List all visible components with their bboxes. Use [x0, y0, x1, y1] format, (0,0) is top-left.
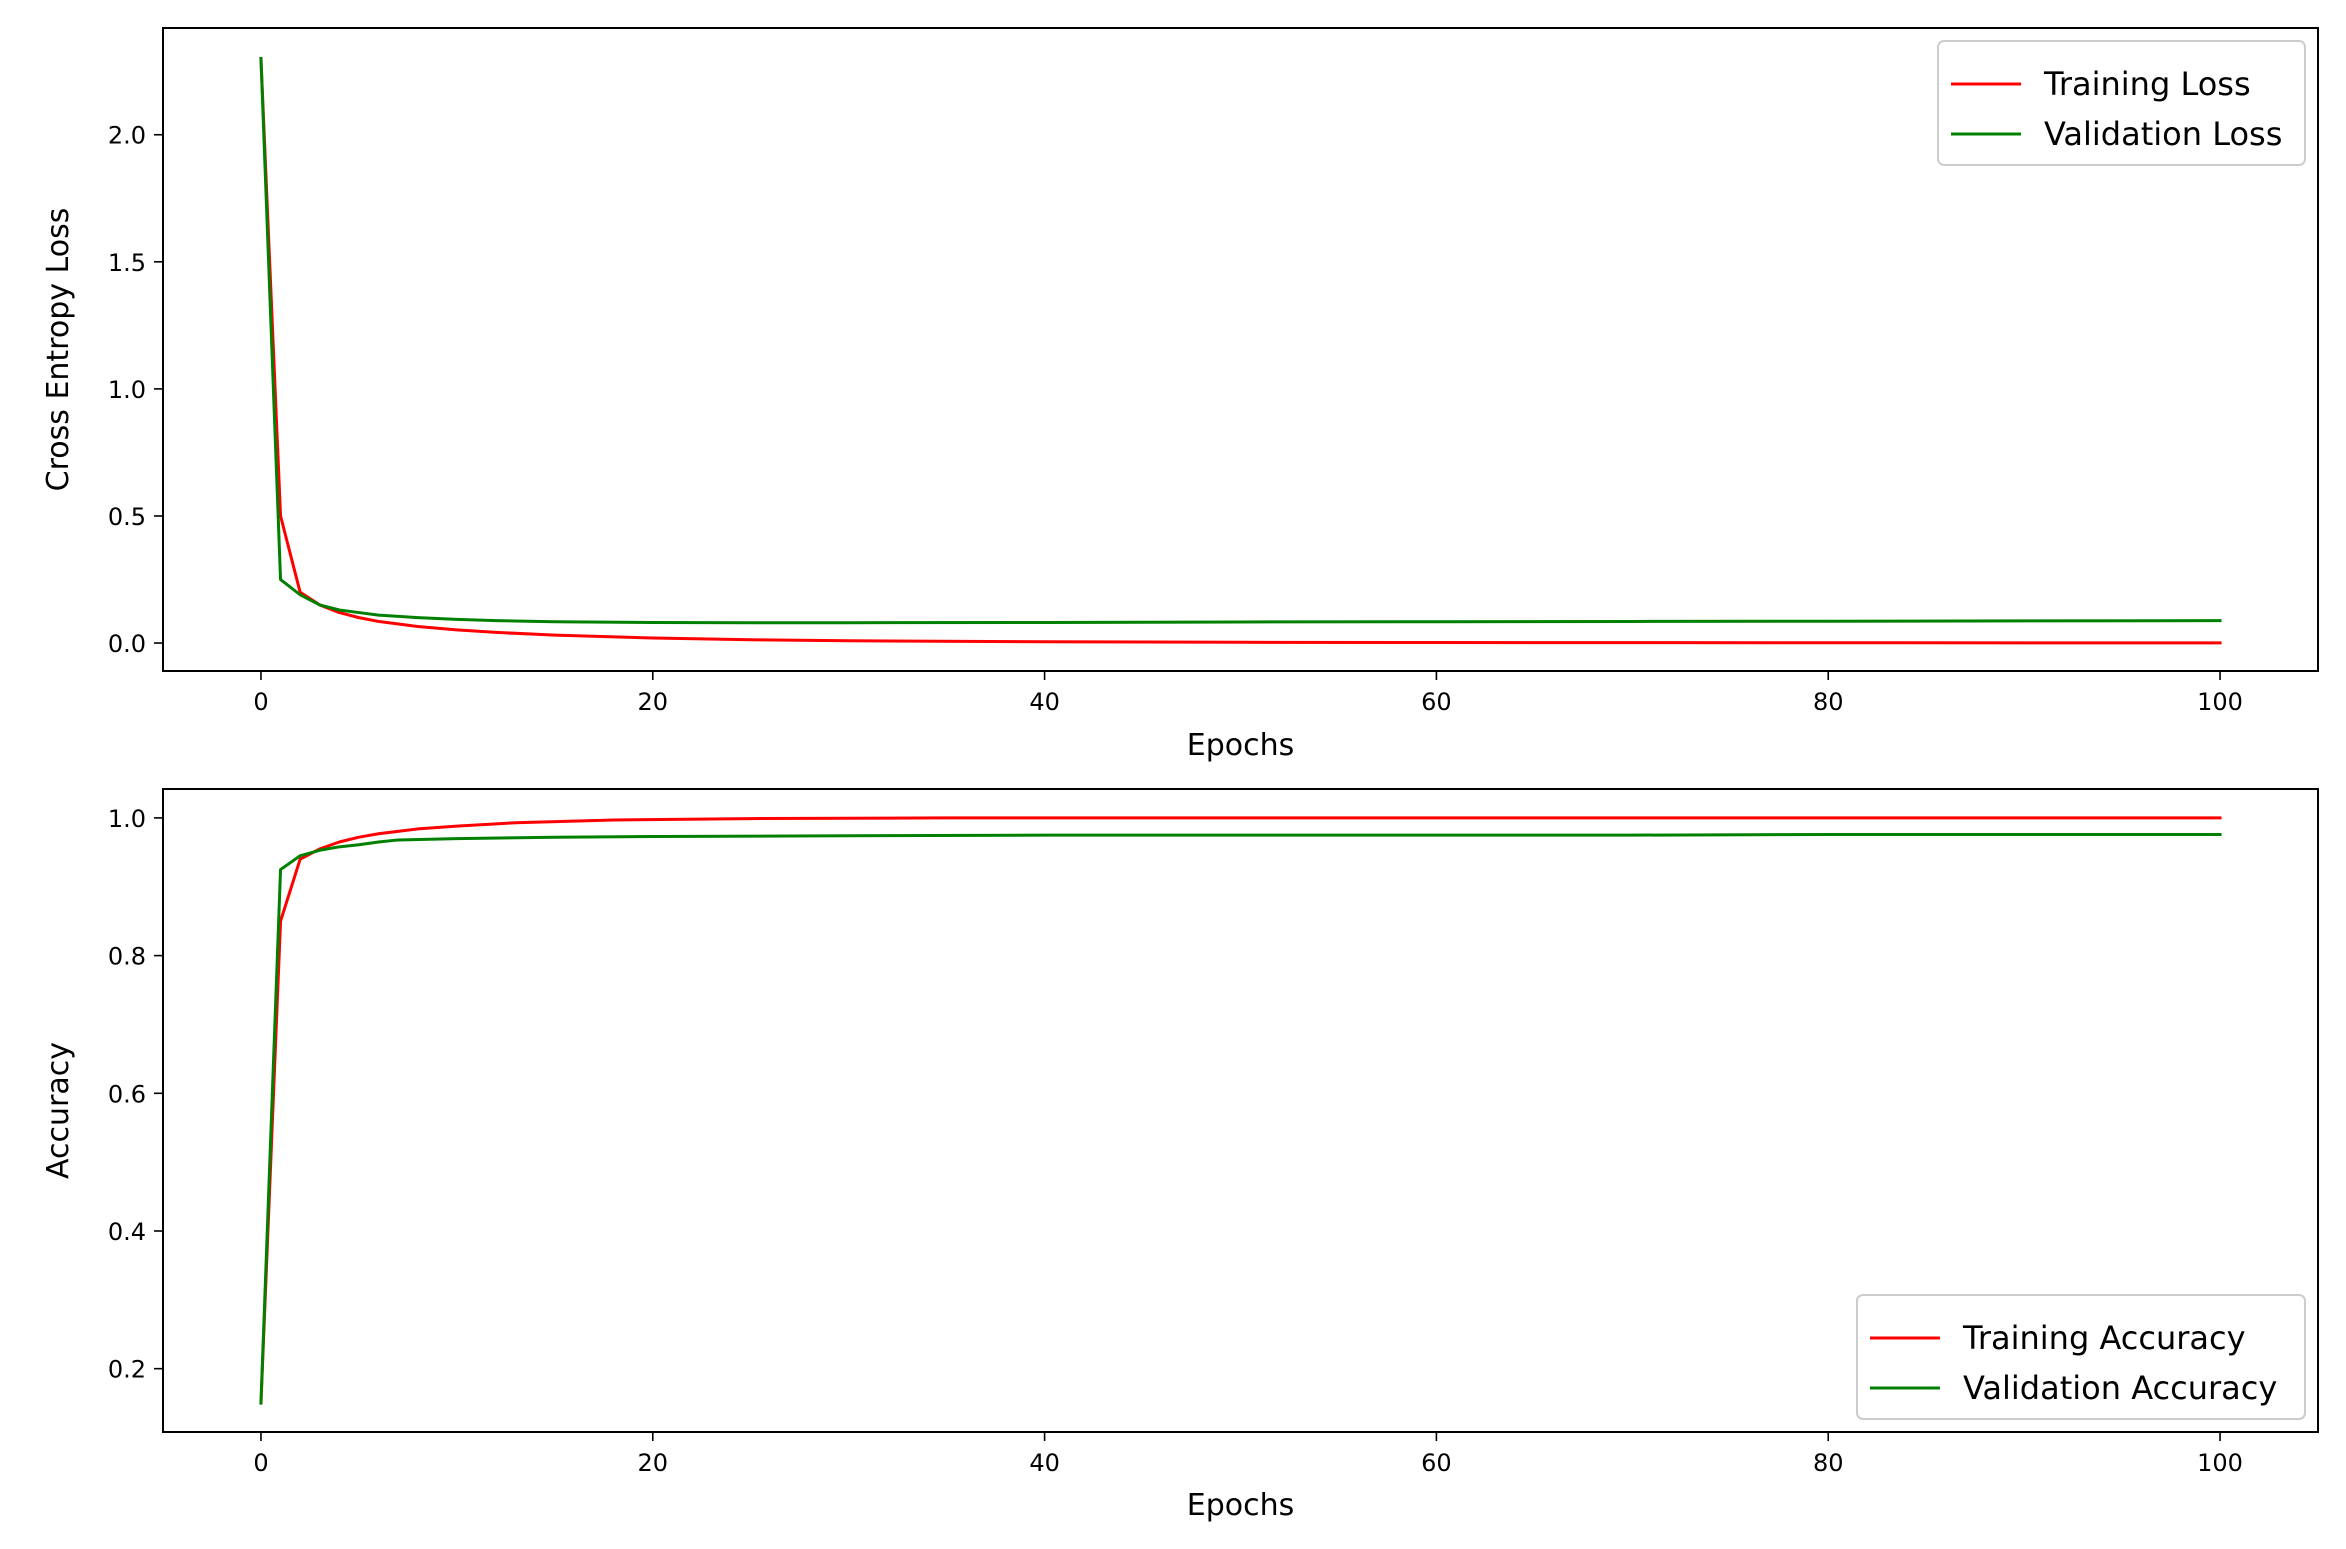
plot-frame [162, 27, 2319, 672]
legend: Training Loss Validation Loss [1937, 40, 2306, 166]
x-tick-label: 40 [1029, 1449, 1060, 1477]
x-tick-label: 40 [1029, 688, 1060, 716]
legend-box [1856, 1294, 2306, 1420]
series-line-training-loss [259, 56, 2222, 645]
x-tick-label: 100 [2197, 1449, 2243, 1477]
y-axis-label: Accuracy [41, 1042, 76, 1179]
y-tick-label: 1.5 [108, 249, 146, 277]
plot-frame [162, 788, 2319, 1433]
x-tick-label: 20 [637, 1449, 668, 1477]
y-tick-label: 0.4 [108, 1218, 146, 1246]
y-tick-label: 0.6 [108, 1080, 146, 1108]
y-tick-label: 1.0 [108, 805, 146, 833]
y-tick-label: 0.5 [108, 503, 146, 531]
x-tick-label: 100 [2197, 688, 2243, 716]
x-tick-label: 60 [1421, 688, 1452, 716]
x-tick-label: 80 [1813, 688, 1844, 716]
y-tick-label: 0.2 [108, 1356, 146, 1384]
legend-box [1937, 40, 2306, 166]
x-axis-label: Epochs [1187, 728, 1295, 763]
series-line-validation-loss [259, 56, 2222, 625]
y-tick-label: 0.8 [108, 943, 146, 971]
legend-label: Validation Accuracy [1963, 1369, 2277, 1407]
x-tick-label: 0 [253, 1449, 268, 1477]
y-tick-label: 1.0 [108, 376, 146, 404]
y-axis-label: Cross Entropy Loss [41, 208, 76, 492]
loss-chart-panel: 0 20 40 60 80 100 0.0 0.5 1.0 1.5 2.0 Epochs Cross E… [41, 27, 2319, 763]
x-tick-label: 60 [1421, 1449, 1452, 1477]
x-tick-label: 20 [637, 688, 668, 716]
y-tick-label: 2.0 [108, 122, 146, 150]
x-tick-label: 80 [1813, 1449, 1844, 1477]
series-line-validation-accuracy [259, 832, 2222, 1405]
x-tick-label: 0 [253, 688, 268, 716]
legend-label: Training Loss [2043, 65, 2251, 103]
legend-label: Training Accuracy [1962, 1319, 2246, 1357]
legend: Training Accuracy Validation Accuracy [1856, 1294, 2306, 1420]
legend-label: Validation Loss [2044, 115, 2282, 153]
y-tick-label: 0.0 [108, 630, 146, 658]
accuracy-chart-panel: 0 20 40 60 80 100 0.2 0.4 0.6 0.8 1.0 Epochs Accurac… [41, 788, 2319, 1523]
x-axis-label: Epochs [1187, 1488, 1295, 1523]
